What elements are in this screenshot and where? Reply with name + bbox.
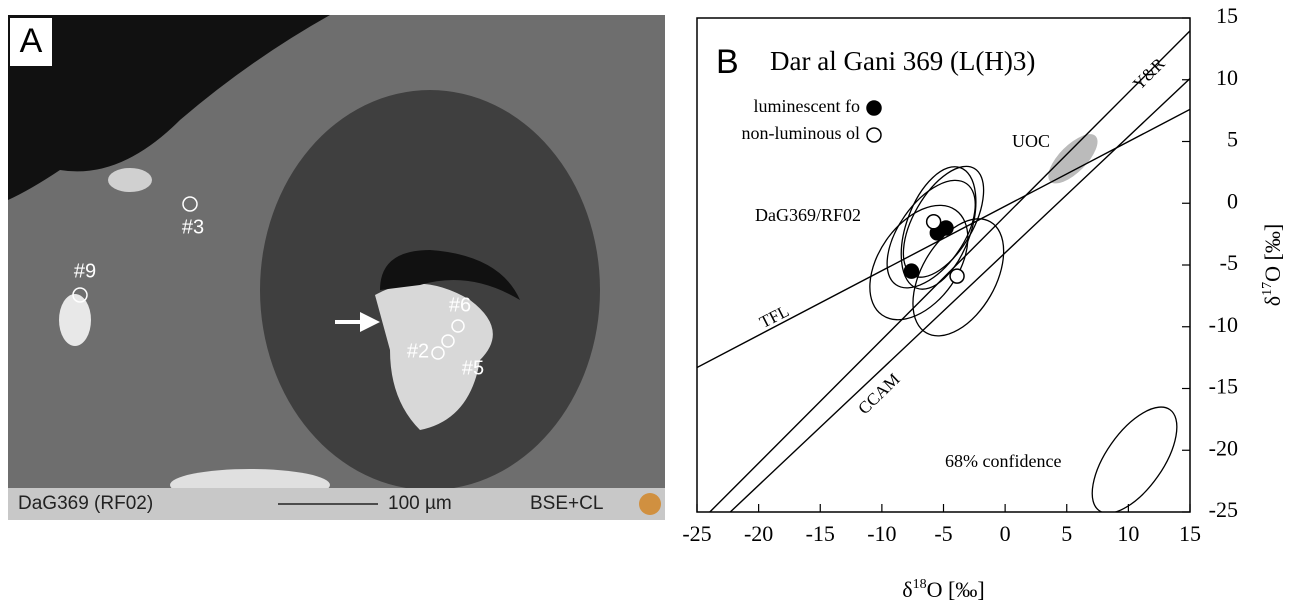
x-tick-label: -20: [744, 521, 773, 546]
x-tick-label: -5: [934, 521, 952, 546]
line-label: CCAM: [854, 370, 903, 418]
spot: [431, 346, 445, 360]
uoc-field: [1048, 134, 1098, 184]
y-tick-label: 0: [1227, 188, 1238, 213]
legend-marker: [866, 127, 882, 143]
panel-label: B: [716, 43, 739, 81]
annotation: DaG369/RF02: [755, 205, 861, 225]
confidence-ellipse: [869, 204, 969, 321]
spot-label: #6: [449, 294, 471, 316]
spot: [72, 287, 88, 303]
reference-line: [708, 30, 1190, 512]
y-tick-label: -5: [1220, 250, 1238, 275]
y-tick-label: -20: [1209, 435, 1238, 460]
data-point: [938, 220, 954, 236]
x_label-part: O [‰]: [927, 577, 985, 602]
dark-rim: [380, 250, 520, 300]
chart-title: Dar al Gani 369 (L(H)3): [770, 46, 1035, 76]
confidence-ellipse: [1091, 406, 1178, 512]
data-point: [949, 268, 965, 284]
panel-label: A: [20, 22, 43, 60]
spot-label: #2: [407, 340, 429, 362]
x-tick-label: 0: [1000, 521, 1011, 546]
x_label-part: δ: [902, 577, 912, 602]
spot: [441, 334, 455, 348]
scale-label: 100 µm: [388, 493, 452, 514]
data-point: [925, 214, 942, 230]
legend-label: luminescent fo: [754, 96, 860, 116]
line-label: Y&R: [1129, 54, 1169, 94]
epoxy: [8, 15, 330, 200]
confidence-ellipse: [886, 179, 976, 289]
grain: [108, 168, 152, 192]
spot: [182, 196, 198, 212]
plot-area: [697, 30, 1190, 512]
x-tick-label: 5: [1061, 521, 1072, 546]
logo: [639, 493, 661, 515]
confidence-ellipse: [912, 218, 1005, 337]
y-tick-label: -10: [1209, 312, 1238, 337]
micrograph: A #3 #9 #6 #2 #5 DaG369 (RF02) 100 µm BS…: [8, 15, 665, 520]
y_label-part: 17: [1260, 282, 1275, 296]
panel-label-box: [10, 18, 52, 66]
x-tick-label: -10: [867, 521, 896, 546]
x-tick-label: 10: [1117, 521, 1139, 546]
spot-label: #5: [462, 357, 484, 379]
spot-label: #9: [74, 260, 96, 282]
reference-line: [697, 108, 1190, 369]
annotation: UOC: [1012, 131, 1050, 151]
y_label: δ17O [‰]: [1260, 224, 1285, 306]
x_label-part: 18: [913, 577, 927, 592]
x-tick-label: 15: [1179, 521, 1201, 546]
data-point: [903, 263, 920, 279]
spot: [451, 319, 465, 333]
legend-marker: [866, 100, 882, 116]
x-tick-label: -25: [682, 521, 711, 546]
y_label-part: δ: [1260, 296, 1285, 306]
y-tick-label: 5: [1227, 127, 1238, 152]
x-tick-label: -15: [806, 521, 835, 546]
grain: [59, 294, 91, 346]
arrow-head: [360, 312, 380, 332]
y-tick-label: 15: [1216, 3, 1238, 28]
y_label-part: O [‰]: [1260, 224, 1285, 282]
annotation: 68% confidence: [945, 451, 1061, 471]
mode-label: BSE+CL: [530, 493, 603, 514]
spot-label: #3: [182, 216, 204, 238]
reference-line: [729, 78, 1190, 512]
sample-label: DaG369 (RF02): [18, 493, 153, 514]
y-tick-label: -15: [1209, 374, 1238, 399]
legend-label: non-luminous ol: [741, 123, 860, 143]
y-tick-label: 10: [1216, 65, 1238, 90]
x_label: δ18O [‰]: [902, 577, 984, 602]
y-tick-label: -25: [1209, 497, 1238, 522]
